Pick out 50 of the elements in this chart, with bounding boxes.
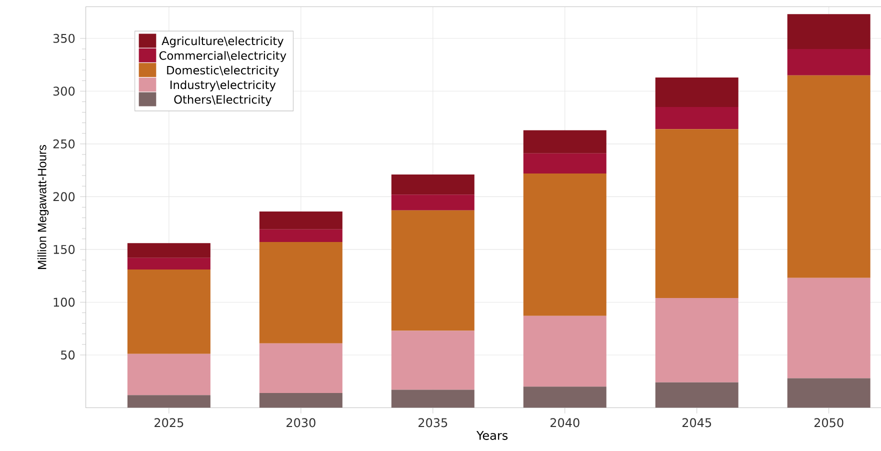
bar	[523, 130, 606, 154]
bar	[391, 174, 474, 195]
bar	[523, 316, 606, 387]
y-tick-label: 50	[61, 350, 75, 360]
y-tick-label: 350	[53, 34, 75, 43]
bar	[127, 354, 210, 396]
legend-label: Domestic\electricity	[167, 66, 280, 77]
x-tick-label: 2035	[418, 418, 448, 428]
bar	[655, 298, 738, 382]
bar	[787, 48, 870, 76]
x-tick-label: 2040	[550, 418, 580, 428]
y-tick-label: 300	[53, 86, 75, 96]
bar	[259, 392, 342, 408]
y-axis-title: Million Megawatt-Hours	[37, 145, 49, 269]
bar	[787, 14, 870, 49]
bar	[787, 378, 870, 408]
bar	[259, 211, 342, 230]
bar	[523, 173, 606, 316]
bar	[391, 330, 474, 390]
bar	[655, 129, 738, 298]
bar	[127, 258, 210, 270]
bar	[259, 343, 342, 393]
y-tick-label: 100	[54, 298, 75, 307]
x-tick-label: 2030	[286, 418, 316, 428]
y-tick-label: 250	[53, 139, 75, 148]
bar	[523, 386, 606, 408]
x-tick-label: 2050	[814, 418, 844, 428]
bar	[655, 382, 738, 408]
bar	[391, 210, 474, 331]
x-tick-label: 2025	[154, 418, 184, 428]
bar	[787, 278, 870, 378]
legend-label: Industry\electricity	[170, 80, 276, 92]
bar	[391, 194, 474, 210]
bar	[127, 243, 210, 258]
bar	[127, 269, 210, 354]
bar	[655, 77, 738, 107]
bar	[523, 153, 606, 174]
y-tick-label: 200	[53, 192, 75, 202]
bar	[259, 229, 342, 242]
bar	[391, 390, 474, 408]
bar	[259, 242, 342, 344]
bar	[655, 106, 738, 130]
y-tick-label: 150	[54, 244, 75, 254]
legend-label: Commercial\electricity	[159, 51, 286, 62]
legend-label: Others\Electricity	[174, 94, 272, 106]
legend-label: Agriculture\electricity	[162, 36, 284, 48]
x-tick-label: 2045	[682, 418, 712, 428]
bar	[127, 395, 210, 408]
bar	[787, 75, 870, 278]
x-axis-title: Years	[476, 431, 508, 440]
